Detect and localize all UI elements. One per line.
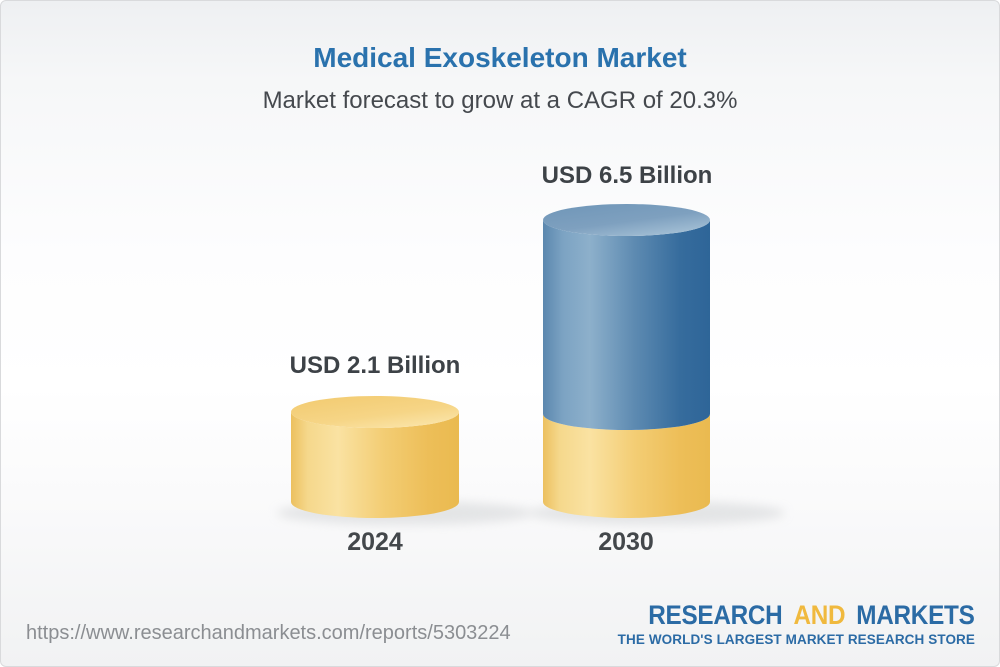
- logo-word-markets: MARKETS: [856, 600, 976, 630]
- source-url-link[interactable]: https://www.researchandmarkets.com/repor…: [26, 622, 511, 644]
- logo-word-research: RESEARCH: [648, 600, 783, 630]
- logo-word-and: AND: [793, 600, 846, 630]
- brand-logo-wordmark: RESEARCH AND MARKETS: [648, 600, 976, 630]
- bar-2024-cylinder-body: [291, 412, 459, 518]
- value-label-2030: USD 6.5 Billion: [541, 162, 713, 189]
- brand-logo: RESEARCH AND MARKETS THE WORLD'S LARGEST…: [612, 600, 976, 647]
- page-subtitle: Market forecast to grow at a CAGR of 20.…: [262, 87, 738, 114]
- bar-2030-base-segment: [543, 414, 710, 518]
- bar-2024-cylinder-top: [291, 396, 459, 428]
- value-label-2024: USD 2.1 Billion: [289, 352, 461, 379]
- category-label-2024: 2024: [347, 528, 403, 556]
- brand-logo-tagline: THE WORLD'S LARGEST MARKET RESEARCH STOR…: [617, 632, 975, 647]
- category-label-2030: 2030: [598, 528, 654, 556]
- bar-2030-growth-segment: [543, 220, 710, 430]
- page-title: Medical Exoskeleton Market: [313, 42, 687, 73]
- bar-2030-cylinder-top: [543, 204, 710, 236]
